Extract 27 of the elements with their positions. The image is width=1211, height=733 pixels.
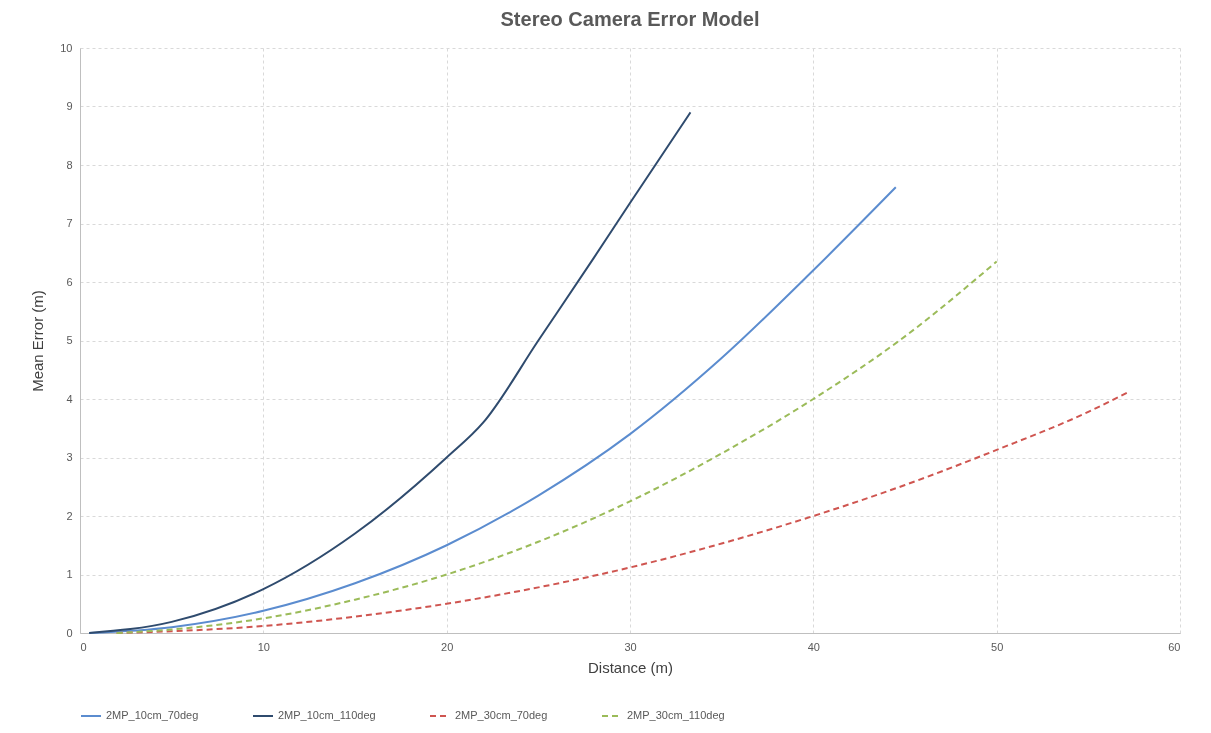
x-tick-label: 60 <box>1168 640 1181 653</box>
legend-label: 2MP_30cm_110deg <box>627 709 725 721</box>
y-tick-label: 3 <box>66 451 73 463</box>
y-tick-label: 1 <box>66 568 73 580</box>
x-tick-label: 40 <box>807 640 820 653</box>
line-series <box>115 260 998 634</box>
y-axis-title: Mean Error (m) <box>29 290 47 392</box>
y-tick-label: 10 <box>60 41 73 54</box>
y-tick-label: 8 <box>66 158 73 171</box>
y-tick-label: 5 <box>66 334 73 346</box>
y-tick-label: 0 <box>66 626 73 639</box>
line-series <box>88 111 692 634</box>
y-tick-label: 2 <box>66 509 73 522</box>
x-tick-label: 0 <box>80 640 87 653</box>
y-tick-label: 7 <box>66 217 73 229</box>
y-tick-label: 6 <box>66 275 73 288</box>
legend-label: 2MP_30cm_70deg <box>455 709 548 721</box>
x-tick-label: 20 <box>441 640 454 653</box>
x-tick-label: 10 <box>257 640 270 653</box>
x-tick-label: 50 <box>991 640 1004 653</box>
legend-label: 2MP_10cm_110deg <box>278 709 376 721</box>
legend-label: 2MP_10cm_70deg <box>106 709 199 721</box>
x-axis-title: Distance (m) <box>587 658 674 676</box>
x-tick-label: 30 <box>624 640 637 653</box>
chart-title: Stereo Camera Error Model <box>500 8 760 30</box>
y-tick-label: 4 <box>66 392 73 405</box>
y-tick-label: 9 <box>66 100 73 112</box>
